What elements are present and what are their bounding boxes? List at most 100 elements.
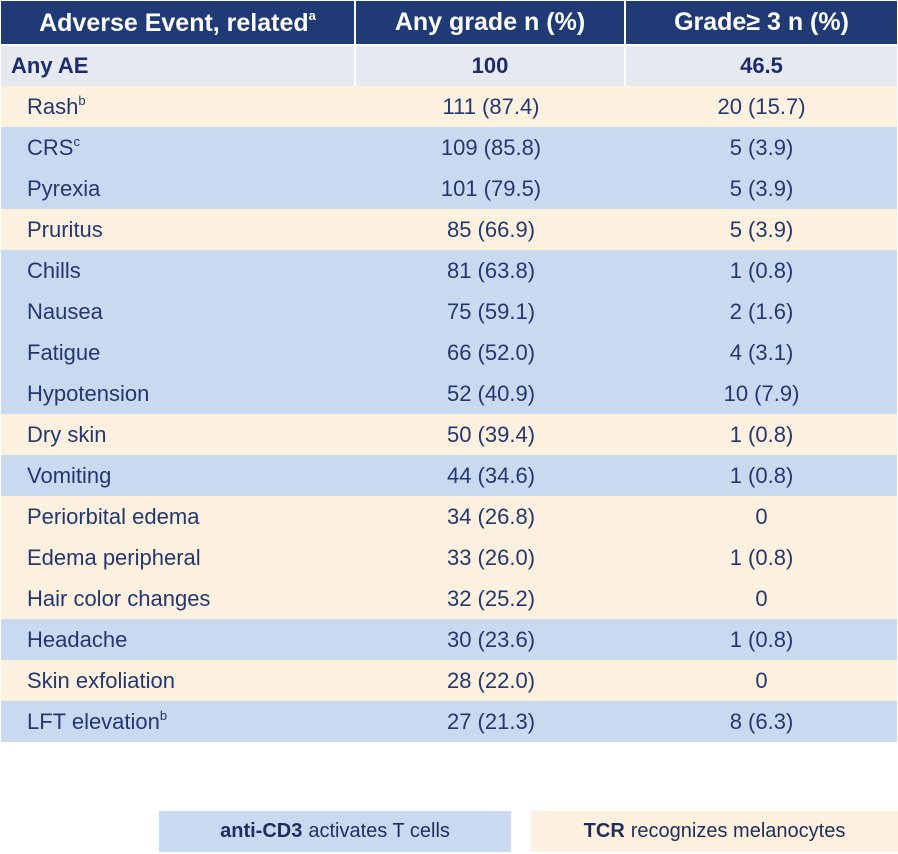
- event-name-cell: Periorbital edema: [1, 496, 356, 537]
- event-name: Rash: [27, 94, 79, 119]
- any-grade-cell: 44 (34.6): [356, 455, 626, 496]
- event-name-cell: Pruritus: [1, 209, 356, 250]
- table-row: Hypotension 52 (40.9) 10 (7.9): [1, 373, 897, 414]
- event-name: Hypotension: [27, 380, 150, 406]
- footnote-marker: c: [73, 134, 80, 149]
- grade-3-cell: 1 (0.8): [626, 619, 897, 660]
- any-grade-cell: 101 (79.5): [356, 168, 626, 209]
- legend-tcr: TCR recognizes melanocytes: [531, 811, 898, 852]
- any-grade-cell: 85 (66.9): [356, 209, 626, 250]
- grade-3-cell: 5 (3.9): [626, 209, 897, 250]
- any-grade-cell: 28 (22.0): [356, 660, 626, 701]
- any-grade-cell: 50 (39.4): [356, 414, 626, 455]
- grade-3-cell: 0: [626, 660, 897, 701]
- event-name-cell: CRSc: [1, 127, 356, 168]
- event-name: Hair color changes: [27, 585, 211, 611]
- grade-3-cell: 0: [626, 496, 897, 537]
- legend-anti-cd3-text: activates T cells: [308, 820, 450, 842]
- footnote-marker: b: [159, 708, 168, 723]
- event-name-cell: Rashb: [1, 86, 356, 127]
- any-grade-cell: 75 (59.1): [356, 291, 626, 332]
- legend-anti-cd3: anti-CD3 activates T cells: [159, 811, 511, 852]
- event-name: Nausea: [27, 298, 103, 324]
- header-any-grade: Any grade n (%): [356, 1, 626, 44]
- any-grade-cell: 109 (85.8): [356, 127, 626, 168]
- header-grade-3: Grade≥ 3 n (%): [626, 1, 897, 44]
- grade-3-cell: 8 (6.3): [626, 701, 897, 742]
- event-name-cell: Hypotension: [1, 373, 356, 414]
- event-name-cell: Headache: [1, 619, 356, 660]
- event-name-cell: Pyrexia: [1, 168, 356, 209]
- grade-3-cell: 10 (7.9): [626, 373, 897, 414]
- any-grade-cell: 111 (87.4): [356, 86, 626, 127]
- summary-grade-3: 46.5: [626, 44, 897, 86]
- table-row: Pruritus 85 (66.9) 5 (3.9): [1, 209, 897, 250]
- table-row: Periorbital edema 34 (26.8) 0: [1, 496, 897, 537]
- grade-3-cell: 1 (0.8): [626, 455, 897, 496]
- event-name: Fatigue: [27, 339, 101, 365]
- grade-3-cell: 2 (1.6): [626, 291, 897, 332]
- event-name: Skin exfoliation: [27, 667, 175, 693]
- any-grade-cell: 52 (40.9): [356, 373, 626, 414]
- table-row: Dry skin 50 (39.4) 1 (0.8): [1, 414, 897, 455]
- table-row: Rashb 111 (87.4) 20 (15.7): [1, 86, 897, 127]
- grade-3-cell: 5 (3.9): [626, 168, 897, 209]
- summary-any-grade: 100: [356, 44, 626, 86]
- table-row: Pyrexia 101 (79.5) 5 (3.9): [1, 168, 897, 209]
- header-adverse-event: Adverse Event, relateda: [1, 1, 356, 44]
- header-row: Adverse Event, relateda Any grade n (%) …: [1, 1, 897, 44]
- event-name: Dry skin: [27, 421, 107, 447]
- any-grade-cell: 32 (25.2): [356, 578, 626, 619]
- any-grade-cell: 27 (21.3): [356, 701, 626, 742]
- header-footnote-marker: a: [308, 7, 316, 23]
- adverse-events-table: Adverse Event, relateda Any grade n (%) …: [1, 1, 897, 742]
- event-name-cell: Vomiting: [1, 455, 356, 496]
- event-name-cell: Hair color changes: [1, 578, 356, 619]
- event-name: LFT elevation: [27, 709, 160, 734]
- grade-3-cell: 20 (15.7): [626, 86, 897, 127]
- legend-tcr-text: recognizes melanocytes: [630, 820, 846, 842]
- event-name-cell: LFT elevationb: [1, 701, 356, 742]
- table-row: Vomiting 44 (34.6) 1 (0.8): [1, 455, 897, 496]
- header-adverse-event-label: Adverse Event, related: [39, 8, 309, 37]
- event-name: Pruritus: [27, 216, 103, 242]
- any-grade-cell: 30 (23.6): [356, 619, 626, 660]
- event-rows: Rashb 111 (87.4) 20 (15.7) CRSc 109 (85.8) 5 …: [1, 86, 897, 742]
- table-row: Chills 81 (63.8) 1 (0.8): [1, 250, 897, 291]
- legend-tcr-bold: TCR: [583, 820, 625, 842]
- event-name: Periorbital edema: [27, 503, 200, 529]
- any-grade-cell: 33 (26.0): [356, 537, 626, 578]
- footnote-marker: b: [78, 93, 86, 108]
- any-grade-cell: 81 (63.8): [356, 250, 626, 291]
- table-row: Skin exfoliation 28 (22.0) 0: [1, 660, 897, 701]
- any-grade-cell: 34 (26.8): [356, 496, 626, 537]
- legend-anti-cd3-bold: anti-CD3: [220, 820, 303, 842]
- event-name-cell: Fatigue: [1, 332, 356, 373]
- event-name: CRS: [27, 135, 74, 160]
- grade-3-cell: 5 (3.9): [626, 127, 897, 168]
- summary-label: Any AE: [1, 44, 356, 86]
- table-row: Hair color changes 32 (25.2) 0: [1, 578, 897, 619]
- any-grade-cell: 66 (52.0): [356, 332, 626, 373]
- event-name: Vomiting: [27, 462, 112, 488]
- event-name: Headache: [27, 626, 128, 652]
- event-name-cell: Edema peripheral: [1, 537, 356, 578]
- event-name: Chills: [27, 257, 81, 283]
- table-row: LFT elevationb 27 (21.3) 8 (6.3): [1, 701, 897, 742]
- grade-3-cell: 0: [626, 578, 897, 619]
- table-row: Edema peripheral 33 (26.0) 1 (0.8): [1, 537, 897, 578]
- grade-3-cell: 1 (0.8): [626, 250, 897, 291]
- event-name-cell: Dry skin: [1, 414, 356, 455]
- event-name-cell: Skin exfoliation: [1, 660, 356, 701]
- event-name: Edema peripheral: [27, 544, 201, 570]
- table-row: Headache 30 (23.6) 1 (0.8): [1, 619, 897, 660]
- summary-row: Any AE 100 46.5: [1, 44, 897, 86]
- table-row: Fatigue 66 (52.0) 4 (3.1): [1, 332, 897, 373]
- grade-3-cell: 1 (0.8): [626, 414, 897, 455]
- event-name-cell: Chills: [1, 250, 356, 291]
- table-row: CRSc 109 (85.8) 5 (3.9): [1, 127, 897, 168]
- grade-3-cell: 4 (3.1): [626, 332, 897, 373]
- event-name: Pyrexia: [27, 175, 101, 201]
- event-name-cell: Nausea: [1, 291, 356, 332]
- grade-3-cell: 1 (0.8): [626, 537, 897, 578]
